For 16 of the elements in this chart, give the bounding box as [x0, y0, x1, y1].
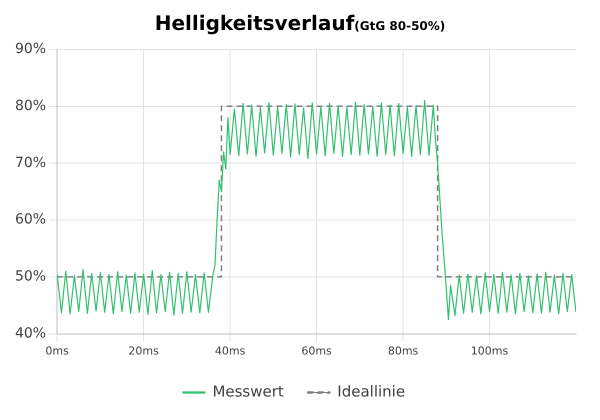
legend-label: Ideallinie [337, 382, 406, 400]
y-tick-label: 90% [14, 41, 46, 58]
y-tick-label: 70% [14, 154, 46, 171]
legend-label: Messwert [212, 382, 284, 400]
chart-subtitle: (GtG 80-50%) [354, 19, 446, 33]
y-tick-label: 50% [14, 268, 46, 285]
y-tick-label: 60% [14, 212, 46, 228]
x-tick-label: 0ms [45, 344, 70, 358]
x-tick-label: 20ms [128, 344, 160, 358]
x-tick-label: 100ms [470, 344, 509, 358]
x-tick-label: 80ms [388, 344, 419, 358]
x-tick-label: 60ms [301, 344, 332, 358]
x-tick-label: 40ms [214, 344, 246, 358]
y-tick-label: 80% [14, 98, 46, 114]
chart-title: Helligkeitsverlauf [154, 11, 354, 35]
y-tick-label: 40% [14, 325, 46, 342]
